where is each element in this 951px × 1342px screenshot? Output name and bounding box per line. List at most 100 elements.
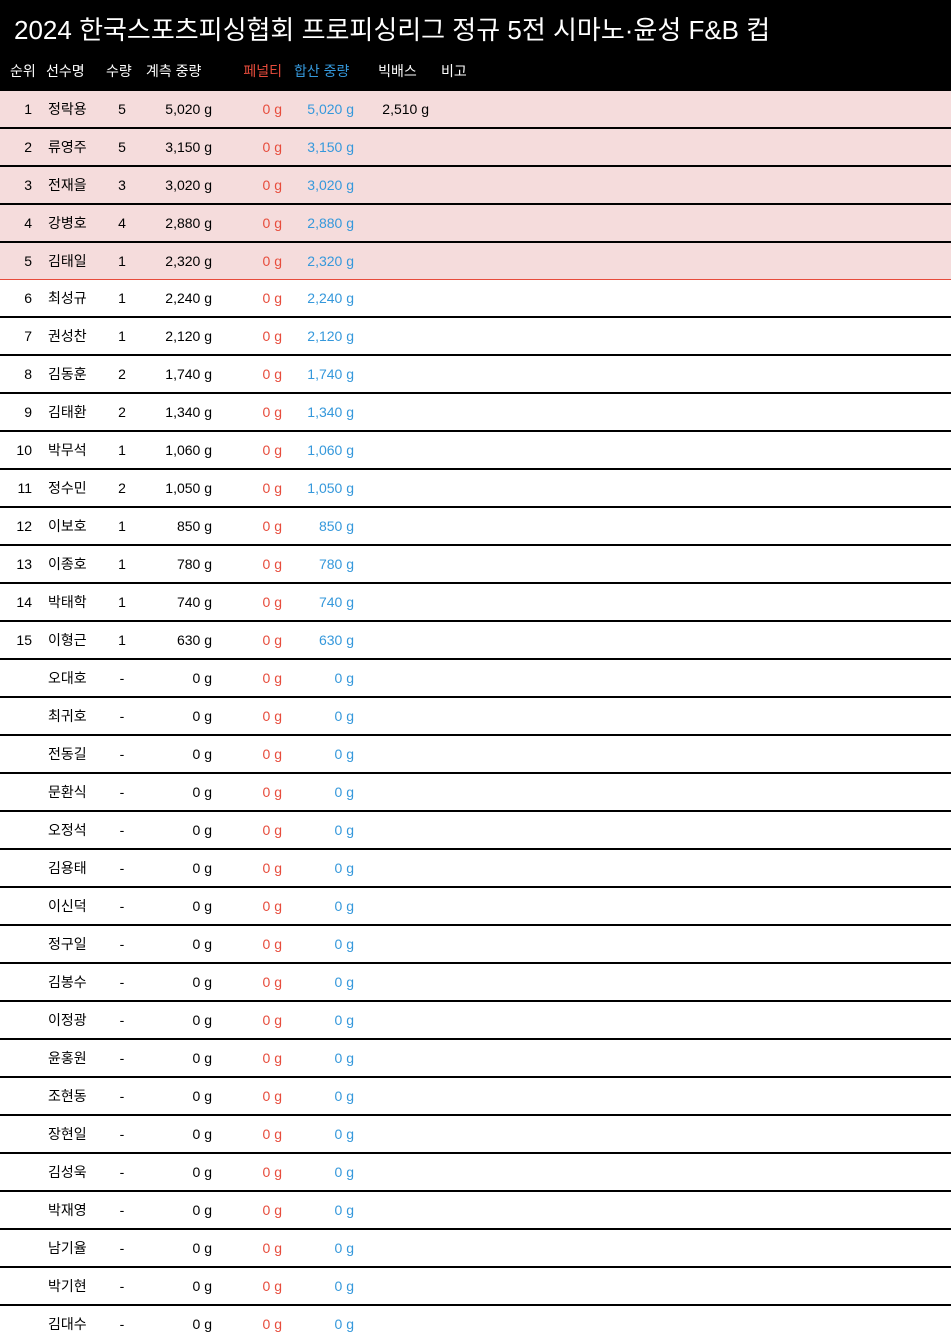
cell-weight: 0 g: [142, 1077, 220, 1115]
cell-qty: 2: [102, 393, 142, 431]
cell-weight: 2,120 g: [142, 317, 220, 355]
cell-note: [437, 621, 951, 659]
cell-rank: 7: [0, 317, 42, 355]
cell-bigbass: [362, 1153, 437, 1191]
cell-weight: 850 g: [142, 507, 220, 545]
table-row: 장현일-0 g0 g0 g: [0, 1115, 951, 1153]
cell-rank: 12: [0, 507, 42, 545]
cell-weight: 0 g: [142, 1191, 220, 1229]
cell-sum: 0 g: [290, 1077, 362, 1115]
cell-bigbass: [362, 469, 437, 507]
cell-name: 전재을: [42, 166, 102, 204]
cell-name: 문환식: [42, 773, 102, 811]
cell-weight: 740 g: [142, 583, 220, 621]
cell-sum: 740 g: [290, 583, 362, 621]
cell-weight: 0 g: [142, 1267, 220, 1305]
cell-bigbass: 2,510 g: [362, 91, 437, 128]
cell-sum: 0 g: [290, 887, 362, 925]
cell-weight: 1,050 g: [142, 469, 220, 507]
cell-name: 김태환: [42, 393, 102, 431]
cell-bigbass: [362, 849, 437, 887]
cell-bigbass: [362, 393, 437, 431]
table-row: 김성욱-0 g0 g0 g: [0, 1153, 951, 1191]
cell-note: [437, 963, 951, 1001]
th-penalty: 페널티: [220, 53, 290, 91]
cell-weight: 0 g: [142, 925, 220, 963]
cell-qty: -: [102, 925, 142, 963]
cell-sum: 2,880 g: [290, 204, 362, 242]
cell-note: [437, 583, 951, 621]
cell-weight: 0 g: [142, 1305, 220, 1342]
cell-sum: 0 g: [290, 1001, 362, 1039]
cell-bigbass: [362, 811, 437, 849]
cell-name: 김봉수: [42, 963, 102, 1001]
cell-bigbass: [362, 621, 437, 659]
table-row: 10박무석11,060 g0 g1,060 g: [0, 431, 951, 469]
cell-sum: 0 g: [290, 1267, 362, 1305]
cell-note: [437, 317, 951, 355]
cell-penalty: 0 g: [220, 1191, 290, 1229]
cell-weight: 2,320 g: [142, 242, 220, 280]
cell-note: [437, 242, 951, 280]
cell-sum: 0 g: [290, 1039, 362, 1077]
th-weight: 계측 중량: [142, 53, 220, 91]
th-sum: 합산 중량: [290, 53, 362, 91]
cell-bigbass: [362, 1191, 437, 1229]
cell-bigbass: [362, 128, 437, 166]
cell-sum: 0 g: [290, 1191, 362, 1229]
table-row: 조현동-0 g0 g0 g: [0, 1077, 951, 1115]
table-row: 15이형근1630 g0 g630 g: [0, 621, 951, 659]
cell-qty: -: [102, 849, 142, 887]
cell-weight: 0 g: [142, 849, 220, 887]
cell-penalty: 0 g: [220, 849, 290, 887]
cell-sum: 2,320 g: [290, 242, 362, 280]
cell-penalty: 0 g: [220, 697, 290, 735]
cell-rank: 8: [0, 355, 42, 393]
cell-weight: 0 g: [142, 735, 220, 773]
cell-penalty: 0 g: [220, 1305, 290, 1342]
cell-name: 윤홍원: [42, 1039, 102, 1077]
cell-bigbass: [362, 963, 437, 1001]
cell-rank: [0, 697, 42, 735]
cell-penalty: 0 g: [220, 280, 290, 318]
cell-penalty: 0 g: [220, 659, 290, 697]
cell-note: [437, 166, 951, 204]
cell-name: 김대수: [42, 1305, 102, 1342]
cell-qty: 1: [102, 583, 142, 621]
cell-penalty: 0 g: [220, 166, 290, 204]
cell-qty: 1: [102, 507, 142, 545]
cell-penalty: 0 g: [220, 469, 290, 507]
cell-weight: 0 g: [142, 811, 220, 849]
cell-rank: 9: [0, 393, 42, 431]
cell-name: 김동훈: [42, 355, 102, 393]
table-row: 이정광-0 g0 g0 g: [0, 1001, 951, 1039]
cell-name: 정수민: [42, 469, 102, 507]
cell-note: [437, 1039, 951, 1077]
cell-name: 김성욱: [42, 1153, 102, 1191]
cell-weight: 0 g: [142, 659, 220, 697]
table-row: 14박태학1740 g0 g740 g: [0, 583, 951, 621]
table-row: 김용태-0 g0 g0 g: [0, 849, 951, 887]
th-rank: 순위: [0, 53, 42, 91]
cell-rank: 6: [0, 280, 42, 318]
cell-rank: 14: [0, 583, 42, 621]
cell-penalty: 0 g: [220, 1001, 290, 1039]
cell-name: 박기현: [42, 1267, 102, 1305]
cell-bigbass: [362, 431, 437, 469]
cell-name: 정락용: [42, 91, 102, 128]
cell-note: [437, 393, 951, 431]
cell-sum: 1,060 g: [290, 431, 362, 469]
cell-note: [437, 925, 951, 963]
cell-weight: 0 g: [142, 1039, 220, 1077]
cell-name: 김용태: [42, 849, 102, 887]
cell-name: 권성찬: [42, 317, 102, 355]
cell-name: 오정석: [42, 811, 102, 849]
cell-name: 남기율: [42, 1229, 102, 1267]
cell-rank: 13: [0, 545, 42, 583]
cell-note: [437, 811, 951, 849]
cell-qty: 1: [102, 545, 142, 583]
cell-qty: -: [102, 773, 142, 811]
cell-penalty: 0 g: [220, 1267, 290, 1305]
cell-note: [437, 849, 951, 887]
table-row: 1정락용55,020 g0 g5,020 g2,510 g: [0, 91, 951, 128]
